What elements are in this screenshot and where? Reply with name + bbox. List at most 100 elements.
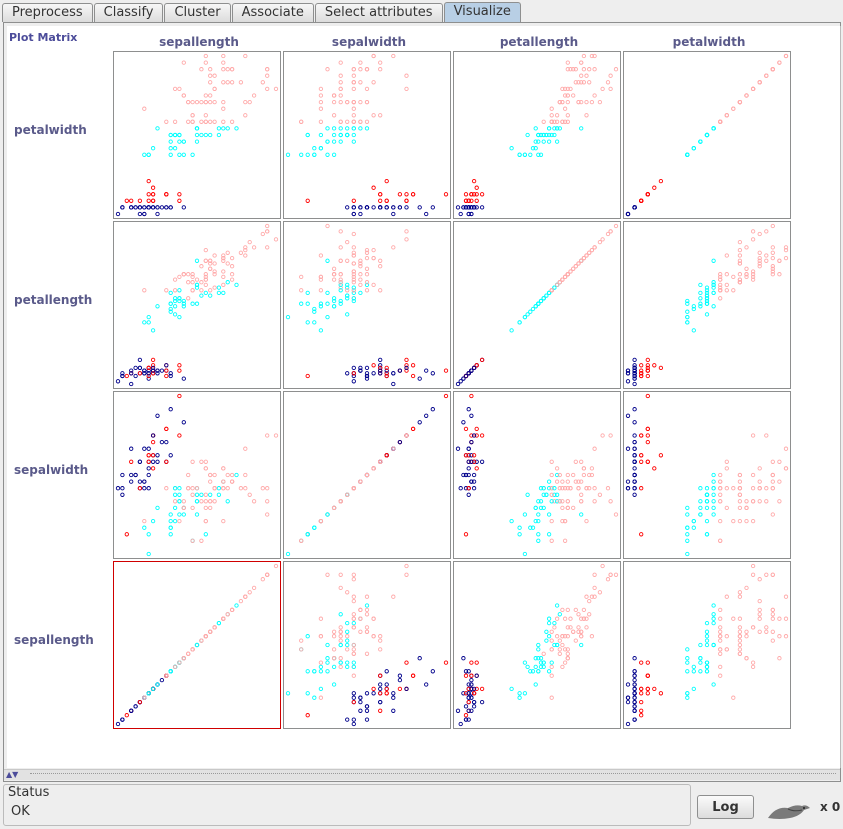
data-point	[737, 518, 743, 524]
tab-associate[interactable]: Associate	[231, 3, 314, 22]
data-point	[338, 93, 343, 98]
data-point	[358, 126, 363, 131]
scatter-cell-petallength-vs-sepallength[interactable]	[113, 221, 281, 389]
tab-visualize[interactable]: Visualize	[443, 2, 521, 22]
tab-preprocess[interactable]: Preprocess	[2, 3, 93, 22]
data-point	[172, 288, 178, 293]
data-point	[338, 277, 343, 282]
data-point	[181, 60, 186, 65]
data-point	[777, 479, 782, 484]
log-button[interactable]: Log	[697, 795, 754, 819]
scatter-cell-sepalwidth-vs-sepallength[interactable]	[113, 391, 281, 559]
data-point	[124, 373, 129, 379]
data-point	[757, 80, 762, 85]
data-point	[378, 60, 383, 65]
data-point	[142, 486, 147, 491]
data-point	[737, 486, 743, 491]
data-point	[137, 699, 143, 705]
scatter-cell-petalwidth-vs-petalwidth[interactable]	[623, 51, 791, 219]
scatter-cell-petallength-vs-petallength[interactable]	[453, 221, 621, 389]
data-point	[299, 274, 304, 280]
scatter-cell-petallength-vs-petalwidth[interactable]	[623, 221, 791, 389]
data-point	[225, 261, 230, 266]
data-point	[247, 590, 252, 595]
scroll-track[interactable]	[30, 773, 836, 777]
data-point	[364, 266, 370, 271]
data-point	[146, 365, 151, 371]
data-point	[229, 255, 235, 261]
data-point	[744, 93, 749, 98]
data-point	[364, 594, 370, 599]
data-point	[698, 505, 703, 511]
data-point	[229, 119, 235, 124]
data-point	[711, 282, 716, 288]
data-point	[533, 518, 538, 524]
data-point	[466, 695, 471, 700]
scatter-cell-petallength-vs-sepalwidth[interactable]	[283, 221, 451, 389]
data-point	[549, 113, 554, 118]
data-point	[247, 99, 252, 105]
data-point	[177, 192, 182, 197]
scatter-cell-sepalwidth-vs-petalwidth[interactable]	[623, 391, 791, 559]
data-point	[533, 656, 538, 661]
data-point	[538, 505, 544, 511]
data-point	[698, 512, 703, 517]
data-point	[351, 660, 356, 665]
data-point	[522, 551, 528, 557]
data-point	[565, 499, 570, 504]
data-point	[744, 266, 749, 271]
data-point	[384, 373, 389, 379]
scatter-cell-sepalwidth-vs-sepalwidth[interactable]	[283, 391, 451, 559]
data-point	[338, 229, 343, 234]
scatter-cell-sepallength-vs-sepallength[interactable]	[113, 561, 281, 729]
data-point	[299, 638, 304, 643]
data-point	[632, 453, 637, 458]
tab-select-attributes[interactable]: Select attributes	[314, 3, 443, 22]
scatter-cell-petalwidth-vs-petallength[interactable]	[453, 51, 621, 219]
data-point	[190, 152, 195, 157]
scroll-arrows-icon[interactable]: ▲▼	[6, 770, 19, 779]
data-point	[212, 99, 217, 105]
scatter-cell-petalwidth-vs-sepalwidth[interactable]	[283, 51, 451, 219]
data-point	[345, 205, 350, 210]
data-point	[351, 572, 356, 577]
data-point	[469, 682, 474, 687]
data-point	[345, 371, 350, 376]
tab-cluster[interactable]: Cluster	[164, 3, 231, 22]
data-point	[546, 620, 552, 626]
data-point	[168, 132, 173, 138]
data-point	[466, 686, 471, 692]
data-point	[455, 708, 461, 713]
data-point	[221, 518, 226, 524]
data-point	[305, 320, 310, 325]
data-point	[711, 603, 716, 608]
scatter-cell-sepalwidth-vs-petallength[interactable]	[453, 391, 621, 559]
tab-classify[interactable]: Classify	[93, 3, 164, 22]
data-point	[397, 673, 403, 678]
data-point	[632, 365, 637, 371]
data-point	[750, 472, 756, 478]
data-point	[229, 277, 235, 282]
data-point	[181, 304, 186, 309]
data-point	[404, 237, 409, 242]
data-point	[364, 376, 370, 381]
data-point	[146, 551, 151, 557]
scatter-cell-sepallength-vs-petallength[interactable]	[453, 561, 621, 729]
data-point	[783, 594, 789, 599]
data-point	[605, 80, 611, 85]
scatter-cell-petalwidth-vs-sepallength[interactable]	[113, 51, 281, 219]
data-point	[731, 274, 736, 280]
data-point	[533, 146, 538, 151]
data-point	[133, 205, 138, 210]
data-point	[190, 274, 195, 280]
scatter-cell-sepallength-vs-petalwidth[interactable]	[623, 561, 791, 729]
data-point	[331, 113, 337, 118]
data-point	[737, 258, 743, 263]
data-point	[194, 132, 200, 138]
scatter-cell-sepallength-vs-sepalwidth[interactable]	[283, 561, 451, 729]
data-point	[225, 612, 230, 617]
data-point	[613, 512, 619, 517]
horizontal-scrollbar[interactable]: ▲▼	[4, 769, 840, 780]
data-point	[325, 656, 330, 661]
data-point	[221, 126, 226, 131]
